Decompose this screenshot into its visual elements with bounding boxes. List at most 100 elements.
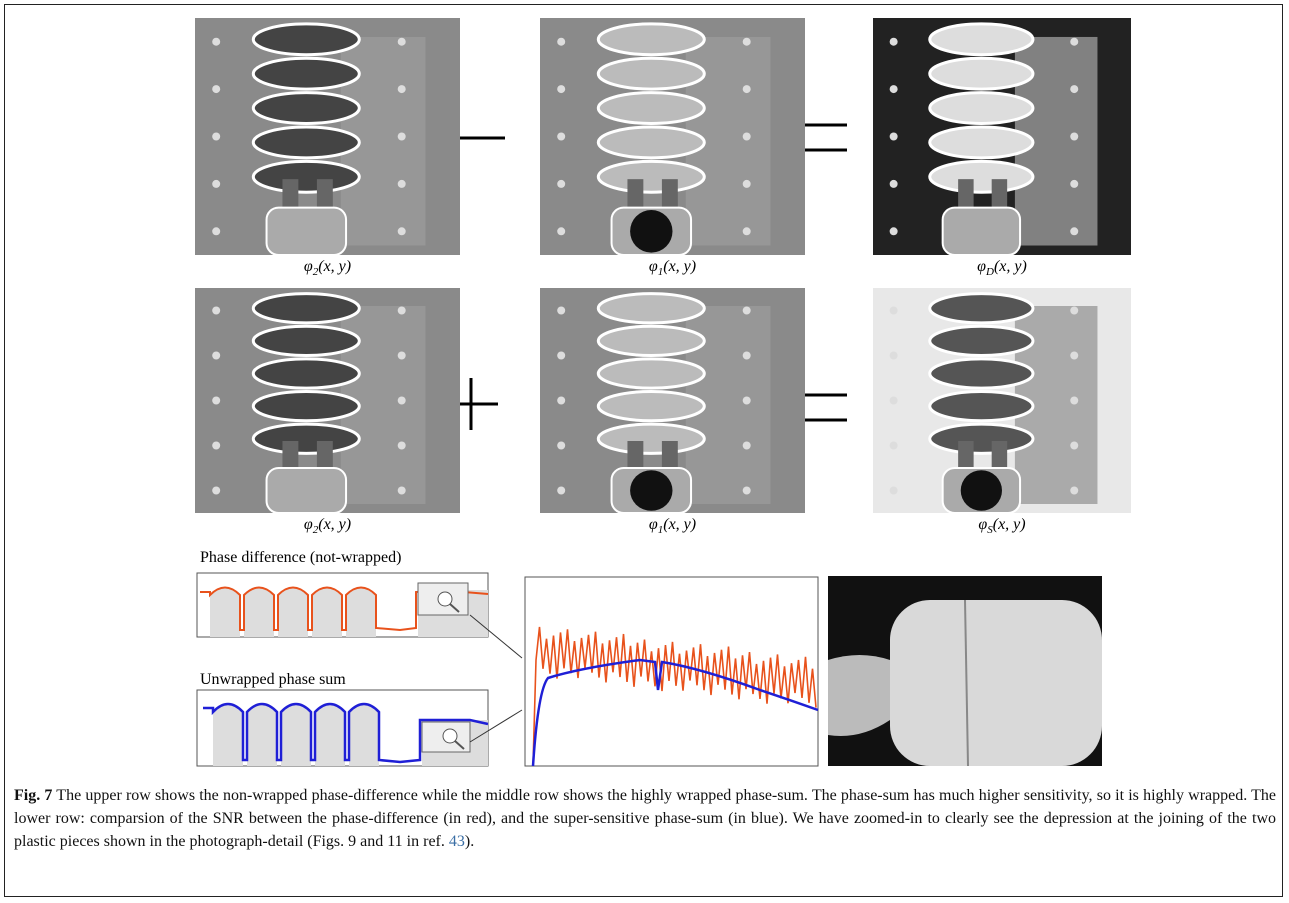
image-panel [195, 18, 460, 257]
marker-dot [557, 132, 566, 141]
marker-dot [742, 132, 751, 141]
marker-dot [1070, 37, 1079, 46]
coil [928, 91, 1035, 125]
tube [627, 441, 644, 473]
marker-dot [397, 85, 406, 94]
marker-dot [889, 227, 898, 236]
marker-dot [1070, 85, 1079, 94]
photo-tube [828, 655, 890, 736]
marker-dot [557, 486, 566, 495]
marker-dot [397, 486, 406, 495]
zoom-arrow [469, 614, 523, 659]
panel-label: φD(x, y) [977, 258, 1027, 278]
tube [958, 179, 974, 213]
panel-label: φ1(x, y) [649, 258, 696, 278]
zoom-icon [454, 740, 465, 750]
marker-dot [742, 85, 751, 94]
marker-dot [1070, 227, 1079, 236]
marker-dot [557, 85, 566, 94]
coil [596, 56, 706, 91]
marker-dot [1070, 441, 1079, 450]
coil [596, 91, 706, 125]
coil [928, 125, 1035, 160]
coil [928, 357, 1035, 390]
marker-dot [397, 179, 406, 188]
marker-dot [889, 396, 898, 405]
caption-label: Fig. 7 [14, 787, 53, 804]
marker-dot [742, 306, 751, 315]
caption-text: ). [464, 833, 475, 850]
marker-dot [557, 351, 566, 360]
marker-dot [397, 132, 406, 141]
coil [596, 159, 706, 194]
caption-text: The upper row shows the non-wrapped phas… [14, 787, 1277, 850]
difference-plot [196, 572, 523, 659]
figure: Phase difference (not-wrapped) Unwrapped… [195, 18, 1131, 767]
tube [282, 441, 299, 473]
panel-label: φ2(x, y) [304, 258, 351, 278]
marker-dot [1070, 132, 1079, 141]
marker-dot [889, 486, 898, 495]
sum-plot [196, 689, 523, 767]
marker-dot [742, 396, 751, 405]
marker-dot [1070, 306, 1079, 315]
lamp-base-dark [630, 470, 673, 511]
label-symbol: φ [649, 516, 658, 533]
marker-dot [557, 227, 566, 236]
lamp-base [941, 206, 1022, 257]
tube [316, 179, 333, 213]
marker-dot [1070, 179, 1079, 188]
lamp-base [265, 206, 348, 257]
marker-dot [557, 179, 566, 188]
caption: Fig. 7 The upper row shows the non-wrapp… [14, 784, 1276, 853]
marker-dot [557, 441, 566, 450]
reference-link[interactable]: 43 [448, 833, 465, 850]
lamp-base [265, 467, 348, 514]
marker-dot [557, 37, 566, 46]
marker-dot [742, 37, 751, 46]
zoom-icon [442, 728, 458, 744]
marker-dot [397, 227, 406, 236]
photo [828, 576, 1102, 767]
panel-label: φ2(x, y) [304, 516, 351, 536]
zoom-icon [437, 591, 453, 607]
lamp-base-dark [630, 209, 673, 253]
label-args: (x, y) [994, 258, 1027, 275]
coil [251, 324, 361, 357]
marker-dot [397, 306, 406, 315]
coil [251, 22, 361, 57]
label-subscript: D [985, 266, 994, 278]
coil [928, 56, 1035, 91]
coil [251, 357, 361, 390]
marker-dot [212, 85, 221, 94]
coil [251, 56, 361, 91]
panel-label: φ1(x, y) [649, 516, 696, 536]
tube [958, 441, 974, 473]
label-subscript: 2 [313, 266, 319, 278]
figure-frame [4, 4, 1283, 897]
coil [596, 324, 706, 357]
coil [928, 22, 1035, 57]
marker-dot [742, 179, 751, 188]
label-subscript: 2 [313, 524, 319, 536]
zoom-icon [449, 603, 460, 613]
label-symbol: φ [978, 516, 987, 533]
tube [282, 179, 299, 213]
plot-title: Phase difference (not-wrapped) [200, 549, 401, 566]
plot-curve [531, 658, 819, 767]
marker-dot [742, 351, 751, 360]
marker-dot [212, 351, 221, 360]
image-panel [873, 18, 1131, 257]
label-args: (x, y) [318, 258, 351, 275]
image-panel [873, 288, 1131, 514]
marker-dot [742, 227, 751, 236]
marker-dot [889, 441, 898, 450]
label-args: (x, y) [663, 516, 696, 533]
coil [596, 422, 706, 455]
coil [251, 292, 361, 325]
marker-dot [1070, 486, 1079, 495]
coil [928, 292, 1035, 325]
label-subscript: 1 [658, 266, 664, 278]
label-symbol: φ [649, 258, 658, 275]
coil [928, 422, 1035, 455]
